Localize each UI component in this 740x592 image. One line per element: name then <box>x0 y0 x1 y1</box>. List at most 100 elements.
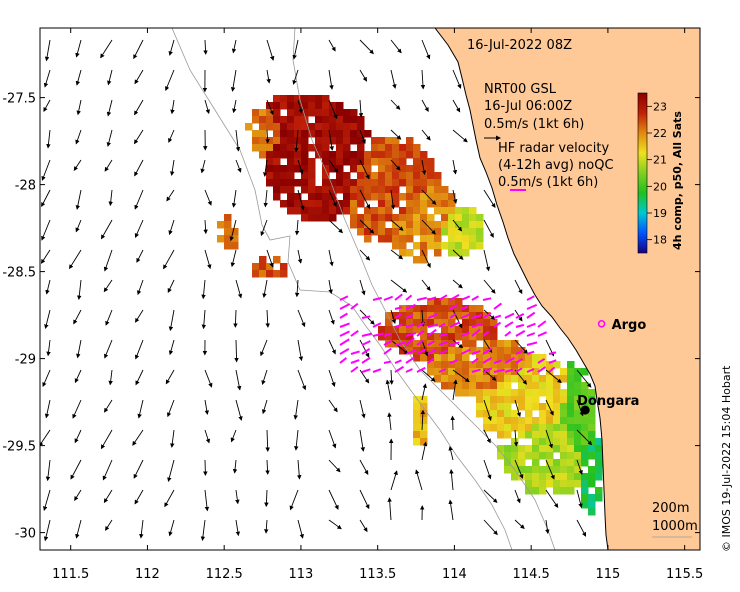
sst-cell <box>350 151 358 159</box>
sst-cell <box>294 144 302 152</box>
sst-cell <box>448 382 456 390</box>
model-arrow <box>200 519 206 542</box>
sst-cell <box>308 109 316 117</box>
model-arrow <box>74 429 82 444</box>
sst-cell <box>273 186 281 194</box>
sst-cell <box>567 361 575 369</box>
sst-cell <box>392 193 400 201</box>
sst-cell <box>280 123 288 131</box>
radar-arrow <box>515 349 524 355</box>
sst-cell <box>350 179 358 187</box>
sst-cell <box>511 438 519 446</box>
lon-tick-label: 114.5 <box>513 567 550 582</box>
sst-cell <box>420 228 428 236</box>
sst-cell <box>343 193 351 201</box>
sst-cell <box>455 354 463 362</box>
sst-cell <box>469 312 477 320</box>
sst-cell <box>371 172 379 180</box>
sst-cell <box>581 494 589 502</box>
sst-cell <box>595 445 603 453</box>
sst-cell <box>420 312 428 320</box>
sst-cell <box>357 144 365 152</box>
radar-arrow <box>471 357 479 364</box>
model-arrow <box>74 369 82 384</box>
model-arrow <box>420 69 426 90</box>
sst-cell <box>497 410 505 418</box>
model-arrow <box>483 249 491 272</box>
sst-cell <box>532 361 540 369</box>
sst-cell <box>420 193 428 201</box>
sst-cell <box>553 361 561 369</box>
sst-cell <box>476 333 484 341</box>
sst-cell <box>378 186 386 194</box>
model-arrow <box>545 489 559 509</box>
sst-cell <box>371 221 379 229</box>
model-arrow <box>168 129 175 143</box>
date-label: 16-Jul-2022 08Z <box>467 38 572 53</box>
sst-cell <box>427 347 435 355</box>
sst-cell <box>266 123 274 131</box>
model-arrow <box>261 399 268 415</box>
sst-cell <box>392 333 400 341</box>
radar-arrow <box>405 314 414 319</box>
model-arrow <box>452 129 468 143</box>
model-arrow <box>45 459 51 482</box>
model-arrow <box>46 339 51 357</box>
model-arrow <box>73 159 82 172</box>
model-arrow <box>41 219 51 241</box>
model-arrow <box>421 129 431 141</box>
bathymetry-contours <box>171 28 556 550</box>
sst-cell <box>588 508 596 516</box>
model-arrow <box>452 309 463 329</box>
sst-cell <box>420 214 428 222</box>
sst-cell <box>273 256 281 264</box>
sst-cell <box>476 396 484 404</box>
sst-cell <box>427 368 435 376</box>
sst-cell <box>280 137 288 145</box>
sst-cell <box>378 207 386 215</box>
sst-cell <box>413 396 421 404</box>
sst-cell <box>308 165 316 173</box>
sst-cell <box>490 347 498 355</box>
sst-cell <box>525 389 533 397</box>
sst-cell <box>336 172 344 180</box>
sst-cell <box>392 242 400 250</box>
sst-cell <box>441 200 449 208</box>
sst-cell <box>581 501 589 509</box>
model-arrow <box>545 459 555 480</box>
model-arrow <box>294 429 299 451</box>
lon-tick-label: 112.5 <box>206 567 243 582</box>
sst-cell <box>434 228 442 236</box>
radar-arrow <box>526 303 538 310</box>
model-arrow <box>449 469 454 491</box>
model-arrow <box>232 459 238 474</box>
sst-cell <box>420 235 428 243</box>
sst-cell <box>420 242 428 250</box>
model-arrow <box>448 446 454 461</box>
sst-cell <box>294 158 302 166</box>
radar-arrow <box>537 357 546 364</box>
sst-cell <box>378 326 386 334</box>
radar-arrow <box>427 328 437 337</box>
model-arrow <box>233 309 238 328</box>
sst-cell <box>441 312 449 320</box>
sst-cell <box>343 186 351 194</box>
sst-cell <box>476 354 484 362</box>
sst-cell <box>406 305 414 313</box>
sst-cell <box>574 410 582 418</box>
credit-text: © IMOS 19-Jul-2022 15:04 Hobart <box>720 365 733 552</box>
sst-cell <box>427 179 435 187</box>
sst-cell <box>392 172 400 180</box>
model-arrow <box>297 159 304 175</box>
sst-cell <box>315 116 323 124</box>
sst-cell <box>581 480 589 488</box>
sst-cell <box>539 445 547 453</box>
sst-cell <box>406 179 414 187</box>
model-arrow <box>262 159 268 177</box>
model-arrow <box>166 399 175 418</box>
model-arrow <box>359 189 371 210</box>
sst-cell <box>308 193 316 201</box>
sst-cell <box>413 354 421 362</box>
model-arrow <box>74 489 82 501</box>
sst-cell <box>595 466 603 474</box>
